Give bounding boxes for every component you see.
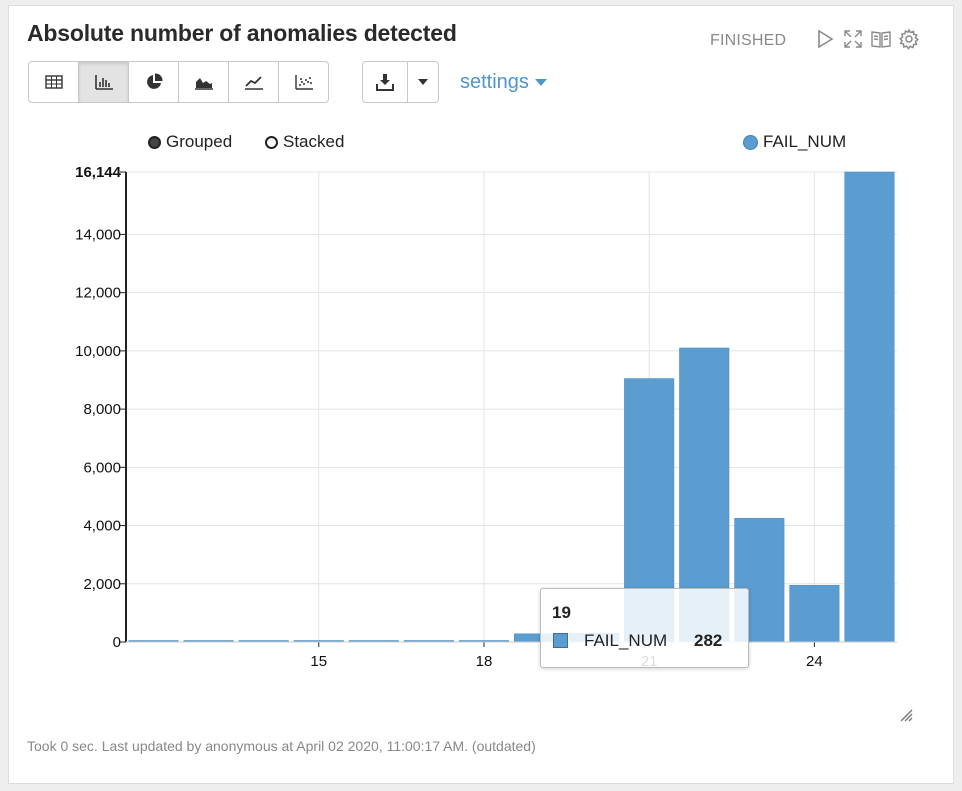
visualization-toolbar [28, 61, 329, 105]
chart-tooltip: 19 FAIL_NUM 282 [540, 588, 749, 668]
tooltip-value: 282 [694, 631, 723, 650]
bar [789, 584, 840, 643]
stacked-label: Stacked [283, 132, 345, 151]
radio-unselected-icon [265, 135, 278, 149]
x-tick-label: 24 [806, 653, 823, 670]
y-tick-label: 10,000 [75, 343, 121, 360]
scatter-chart-view-button[interactable] [278, 61, 329, 103]
y-tick-label: 14,000 [75, 226, 121, 243]
scatter-chart-icon [294, 75, 313, 90]
area-chart-view-button[interactable] [178, 61, 229, 103]
paragraph-footer: Took 0 sec. Last updated by anonymous at… [27, 738, 536, 754]
book-icon[interactable] [870, 28, 892, 50]
resize-handle-icon[interactable] [899, 708, 913, 722]
tooltip-swatch [553, 633, 568, 648]
y-tick-label: 4,000 [83, 518, 121, 535]
status-label: FINISHED [710, 32, 787, 49]
download-button[interactable] [362, 61, 408, 103]
x-tick-label: 15 [310, 653, 327, 670]
y-tick-label: 0 [113, 634, 121, 651]
y-tick-label: 6,000 [83, 459, 121, 476]
gear-icon[interactable] [898, 28, 920, 50]
pie-chart-view-button[interactable] [128, 61, 179, 103]
paragraph-title: Absolute number of anomalies detected [27, 20, 457, 46]
y-tick-label: 16,144 [75, 164, 122, 181]
table-icon [44, 75, 63, 89]
y-tick-label: 8,000 [83, 401, 121, 418]
grouped-option[interactable]: Grouped [148, 132, 232, 152]
legend-label: FAIL_NUM [763, 132, 847, 151]
chevron-down-icon [418, 79, 428, 85]
download-options-dropdown[interactable] [408, 61, 439, 103]
grouped-label: Grouped [166, 132, 233, 151]
play-icon[interactable] [814, 28, 836, 50]
legend-item-fail-num[interactable]: FAIL_NUM [743, 132, 846, 152]
tooltip-series-name: FAIL_NUM [584, 631, 668, 650]
bar-chart-icon [94, 75, 113, 90]
stacked-option[interactable]: Stacked [265, 132, 344, 152]
paragraph-card [8, 5, 954, 784]
tooltip-header: 19 [552, 603, 571, 622]
line-chart-icon [244, 76, 263, 90]
caret-down-icon [534, 79, 547, 86]
settings-label: settings [460, 71, 529, 93]
x-tick-label: 18 [476, 653, 493, 670]
download-group [362, 61, 439, 103]
chart-bars [128, 171, 895, 643]
bar-chart-view-button[interactable] [78, 61, 129, 103]
y-tick-label: 12,000 [75, 285, 121, 302]
download-icon [376, 74, 394, 91]
pie-chart-icon [146, 73, 163, 89]
table-view-button[interactable] [28, 61, 79, 103]
y-tick-label: 2,000 [83, 576, 121, 593]
expand-icon[interactable] [842, 28, 864, 50]
bar [844, 171, 895, 643]
radio-selected-icon [148, 135, 161, 149]
area-chart-icon [194, 78, 213, 90]
series-color-dot [743, 134, 758, 150]
chart-axes: 0 2,000 4,000 6,000 8,000 10,000 12,000 14,000 1… [75, 164, 897, 670]
settings-toggle[interactable]: settings [460, 71, 547, 94]
